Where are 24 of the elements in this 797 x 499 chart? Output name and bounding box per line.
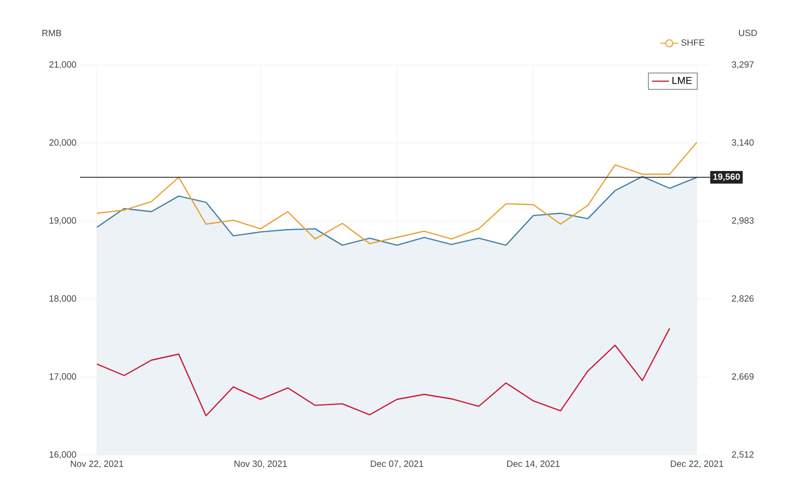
- y2-tick-label: 2,669: [732, 373, 754, 381]
- y-tick-label: 20,000: [49, 139, 76, 147]
- x-tick-label: Nov 30, 2021: [234, 460, 287, 468]
- line-series: [96, 142, 698, 244]
- y-tick-label: 18,000: [50, 295, 76, 303]
- x-tick-label: Nov 22, 2021: [70, 460, 124, 468]
- y2-axis-title: USD: [738, 30, 757, 36]
- x-tick-label: Dec 22, 2021: [670, 460, 724, 468]
- x-tick-label: Dec 14, 2021: [507, 460, 560, 468]
- y2-tick-label: 2,826: [732, 295, 754, 303]
- y-tick-label: 21,000: [49, 61, 76, 69]
- y2-tick-label: 3,297: [732, 61, 754, 69]
- y-tick-label: 19,000: [50, 217, 76, 225]
- legend-label: LME: [672, 77, 692, 84]
- y-tick-label: 17,000: [50, 373, 76, 381]
- x-tick-label: Dec 07, 2021: [370, 460, 424, 468]
- y2-tick-label: 3,140: [732, 139, 754, 147]
- legend-label: SHFE: [681, 39, 704, 46]
- y2-tick-label: 2,512: [732, 451, 754, 459]
- y-tick-label: 16,000: [50, 451, 76, 459]
- line-series: [96, 328, 670, 416]
- y-axis-title: RMB: [42, 30, 62, 36]
- y2-tick-label: 2,983: [732, 217, 754, 225]
- ref-line-label: 19,560: [713, 173, 740, 182]
